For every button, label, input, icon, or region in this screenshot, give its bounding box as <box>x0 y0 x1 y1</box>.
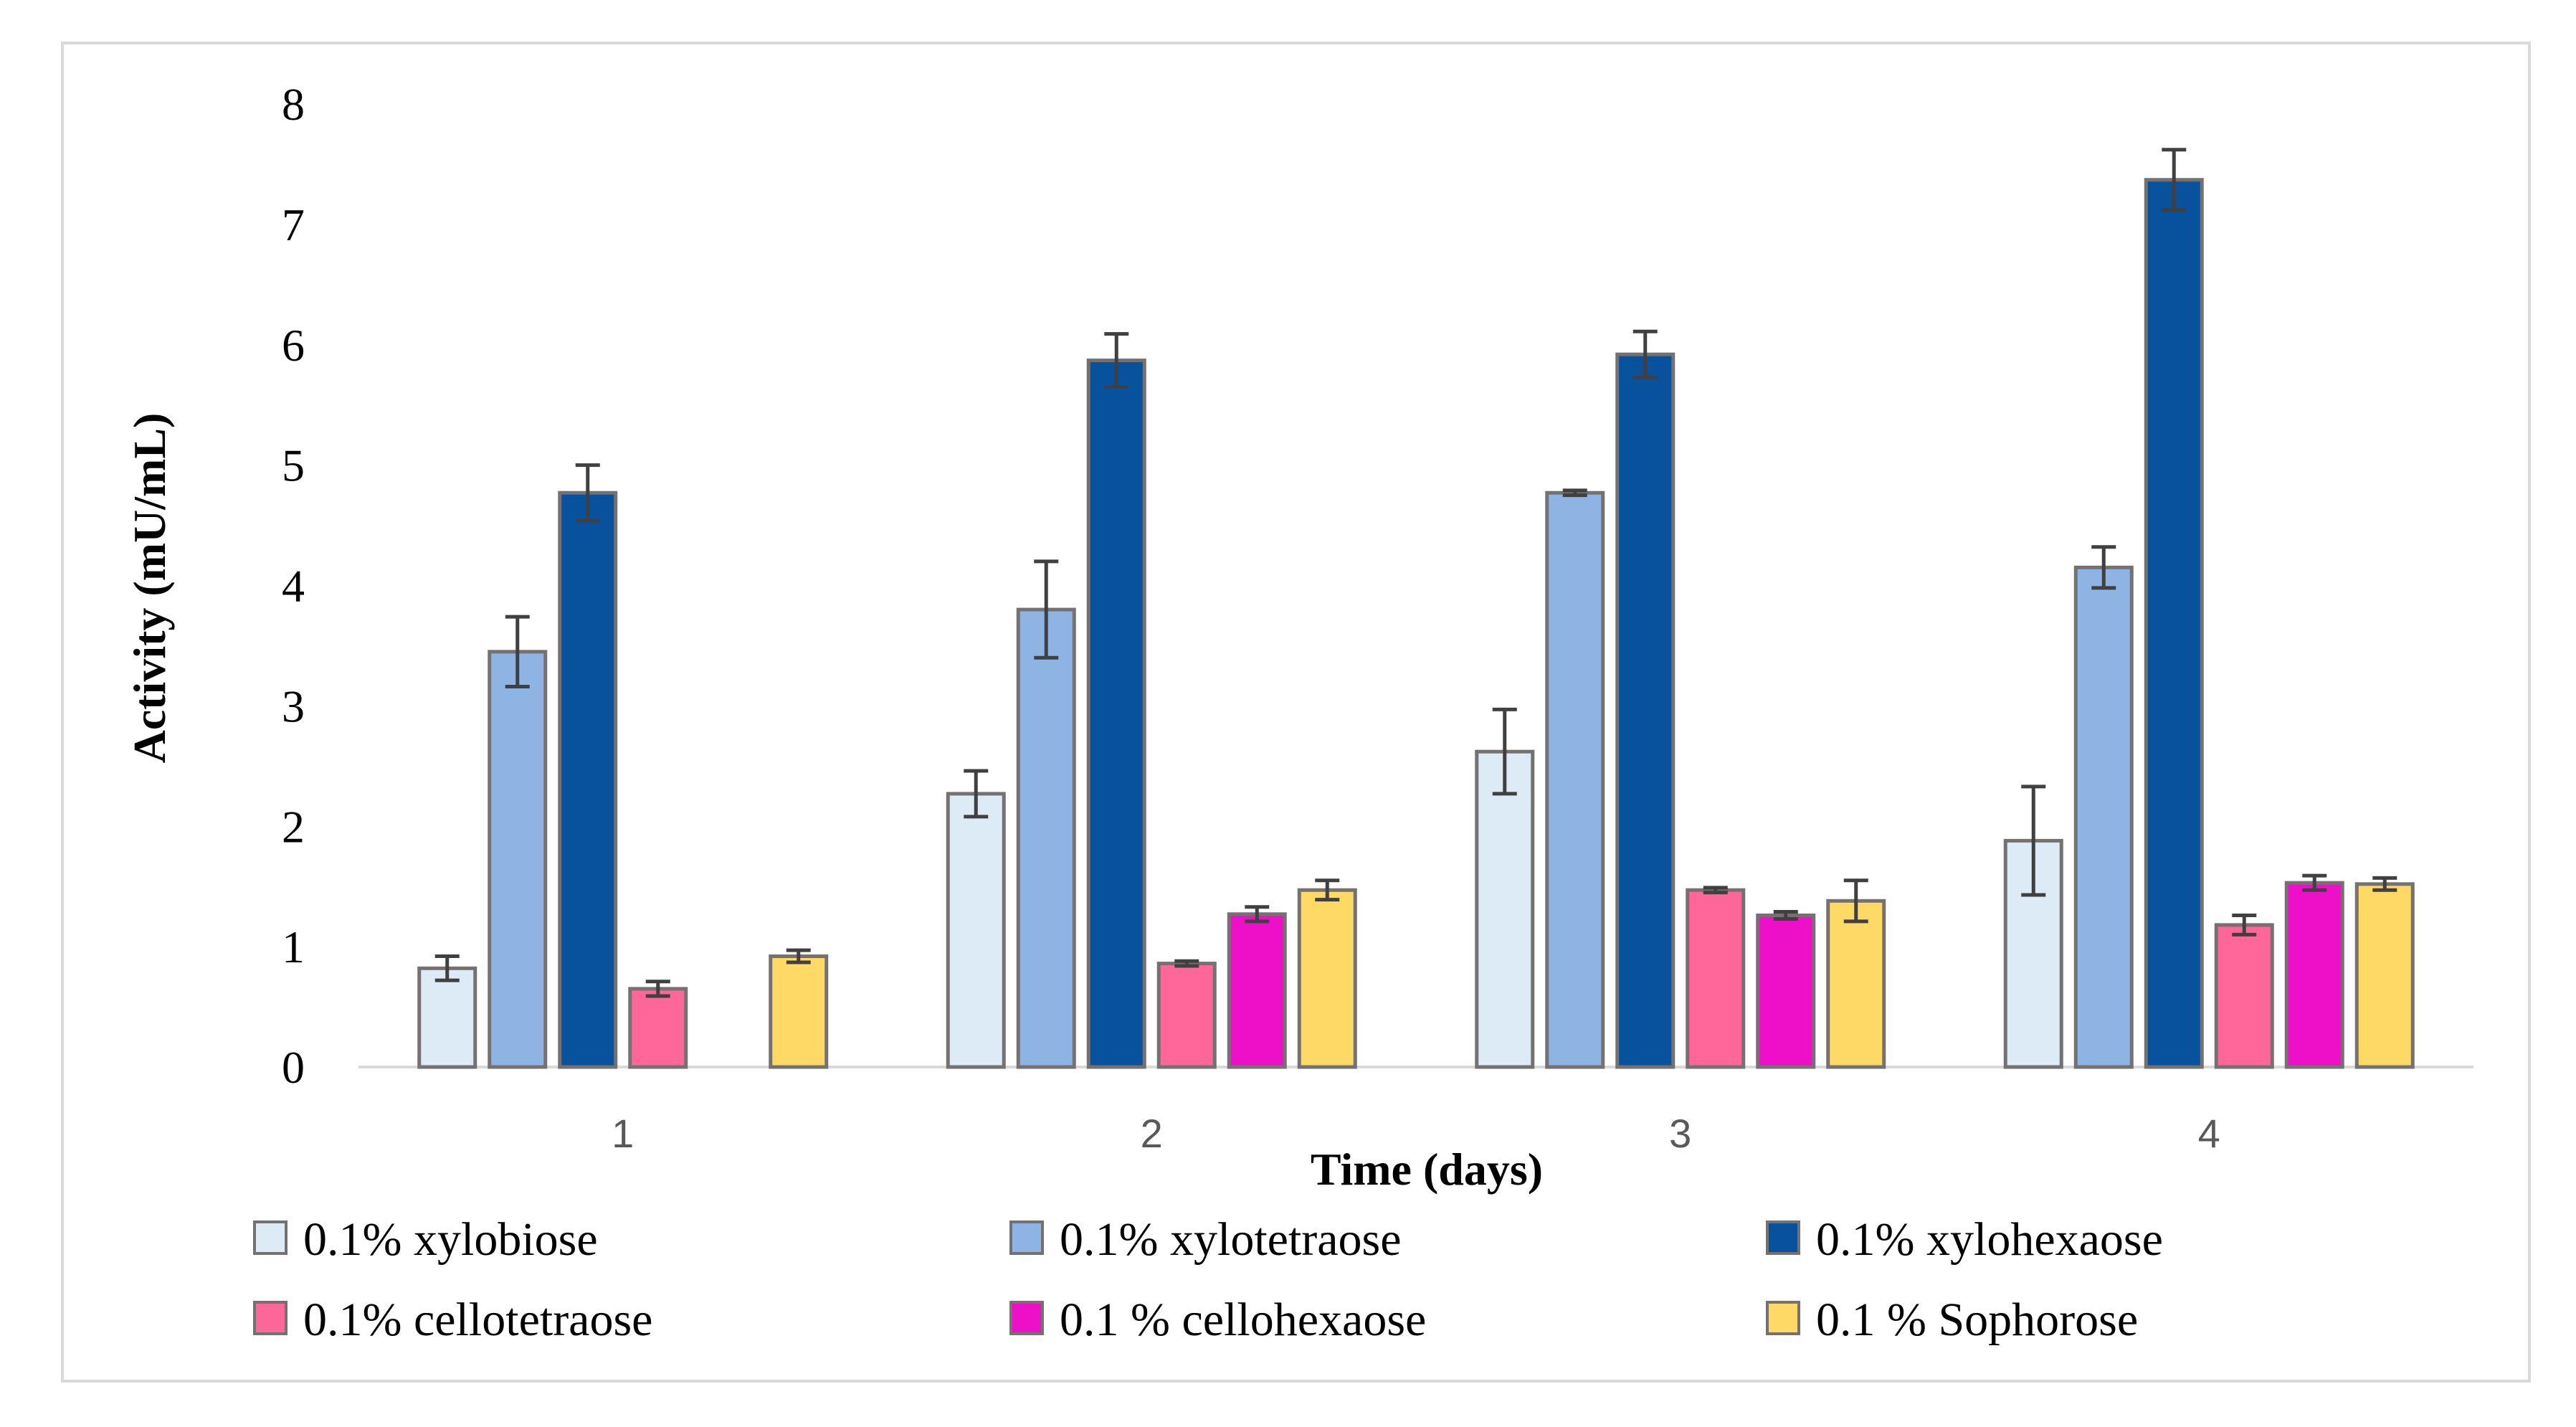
y-axis-ticks: 0 1 2 3 4 5 6 7 8 <box>282 79 305 1093</box>
error-bars <box>434 148 2397 998</box>
bar <box>1826 899 1886 1069</box>
legend-label: 0.1% xylobiose <box>303 1213 598 1266</box>
legend-label: 0.1 % Sophorose <box>1816 1294 2138 1346</box>
bar <box>2144 178 2204 1069</box>
bar <box>2073 565 2134 1069</box>
bar <box>1545 490 1605 1069</box>
bar <box>1756 913 1816 1069</box>
legend-label: 0.1% xylotetraose <box>1060 1213 1402 1266</box>
bar <box>628 987 688 1069</box>
y-tick-label: 1 <box>282 921 305 972</box>
bar <box>769 954 829 1069</box>
y-tick-label: 2 <box>282 801 305 852</box>
y-tick-label: 6 <box>282 320 305 371</box>
bar <box>1297 888 1357 1069</box>
x-tick-label: 4 <box>2198 1111 2220 1156</box>
legend-label: 0.1 % cellohexaose <box>1060 1294 1426 1346</box>
bar <box>1086 359 1146 1069</box>
legend: 0.1% xylobiose 0.1% xylotetraose 0.1% xylo… <box>253 1213 2163 1346</box>
bars <box>417 178 2415 1069</box>
legend-swatch <box>1766 1301 1800 1335</box>
y-tick-label: 0 <box>282 1042 305 1093</box>
y-tick-label: 5 <box>282 440 305 491</box>
y-axis-label: Activity (mU/mL) <box>124 413 175 764</box>
x-tick-label: 2 <box>1141 1111 1163 1156</box>
legend-swatch <box>1009 1301 1044 1335</box>
bar <box>1227 912 1287 1069</box>
bar <box>1156 962 1217 1069</box>
bar <box>2354 882 2415 1069</box>
legend-swatch <box>253 1301 287 1335</box>
bar <box>1475 749 1535 1069</box>
bar <box>417 966 477 1069</box>
y-tick-label: 3 <box>282 681 305 731</box>
x-tick-label: 1 <box>612 1111 634 1156</box>
legend-swatch <box>253 1220 287 1255</box>
bar <box>2284 881 2344 1069</box>
bar <box>1016 607 1076 1069</box>
legend-label: 0.1% xylohexaose <box>1816 1213 2163 1266</box>
bar <box>1686 888 1746 1069</box>
bar <box>946 792 1006 1069</box>
y-tick-label: 4 <box>282 561 305 612</box>
y-tick-label: 8 <box>282 79 305 130</box>
legend-label: 0.1% cellotetraose <box>303 1294 652 1346</box>
x-axis-ticks: 1 2 3 4 <box>612 1111 2220 1156</box>
y-tick-label: 7 <box>282 199 305 250</box>
bar <box>2214 923 2274 1069</box>
bar <box>558 490 618 1069</box>
bar <box>1615 352 1676 1069</box>
bar <box>488 650 548 1069</box>
legend-swatch <box>1009 1220 1044 1255</box>
legend-swatch <box>1766 1220 1800 1255</box>
x-axis-label: Time (days) <box>1311 1144 1543 1195</box>
x-tick-label: 3 <box>1669 1111 1691 1156</box>
